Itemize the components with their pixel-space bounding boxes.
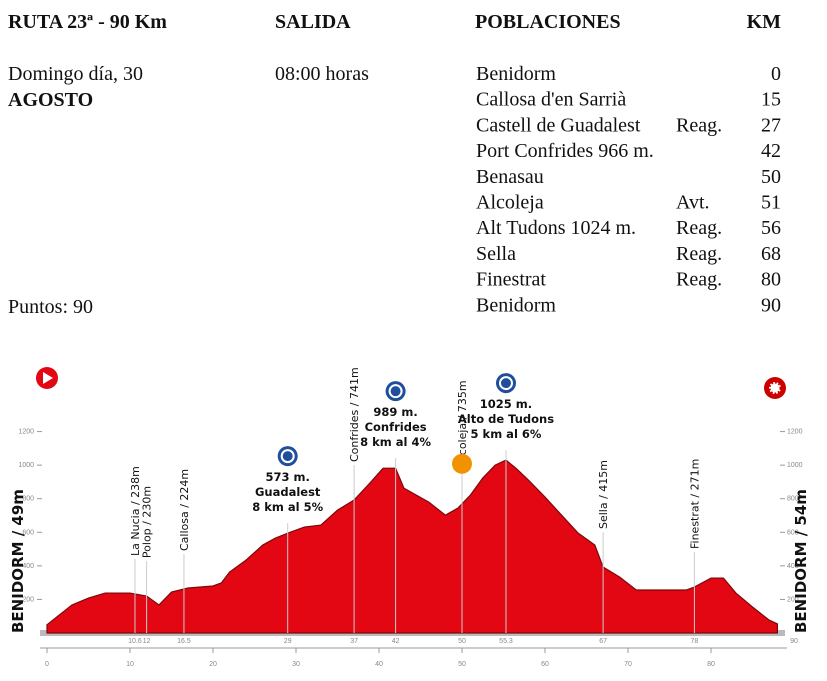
town-km: 68 (761, 243, 781, 265)
x-tick-label: 80 (707, 661, 715, 668)
route-title: RUTA 23ª - 90 Km (8, 11, 167, 33)
y-tick-label: 200 (787, 596, 799, 603)
points: Puntos: 90 (8, 296, 93, 318)
climb-label: 8 km al 4% (360, 435, 431, 449)
km-mark: 50 (458, 638, 466, 645)
x-tick-label: 0 (45, 661, 49, 668)
climb-label: Alto de Tudons (458, 412, 554, 426)
town-note: Reag. (676, 217, 722, 239)
town-name: Callosa d'en Sarrià (476, 89, 626, 111)
y-tick-label: 400 (787, 563, 799, 570)
climb-label: Guadalest (255, 485, 321, 499)
town-km: 51 (761, 192, 781, 214)
y-tick-label: 800 (22, 496, 34, 503)
y-tick-label: 400 (22, 563, 34, 570)
km-mark: 78 (691, 638, 699, 645)
waypoint-label: Finestrat / 271m (688, 459, 701, 549)
start-arrow (43, 372, 53, 384)
climb-icon (277, 446, 298, 467)
km-mark: 55.3 (499, 638, 513, 645)
town-km: 80 (761, 269, 781, 291)
date-day: Domingo día, 30 (8, 63, 143, 85)
town-name: Alt Tudons 1024 m. (476, 217, 636, 239)
town-note: Avt. (676, 192, 710, 214)
town-km: 27 (761, 114, 781, 136)
y-tick-label: 200 (22, 596, 34, 603)
elevation-area (46, 459, 778, 634)
x-tick-label: 40 (375, 661, 383, 668)
waypoint-label: Callosa / 224m (178, 469, 191, 551)
x-tick-label: 70 (624, 661, 632, 668)
climb-icon (495, 373, 516, 394)
waypoint-label: Sella / 415m (597, 460, 610, 529)
climb-label: 1025 m. (480, 397, 532, 411)
y-tick-label: 1200 (787, 429, 803, 436)
town-km: 50 (761, 166, 781, 188)
town-km: 0 (771, 63, 781, 85)
y-tick-label: 800 (787, 496, 799, 503)
climb-label: 573 m. (266, 470, 310, 484)
town-name: Finestrat (476, 269, 546, 291)
y-tick-label: 1000 (18, 462, 34, 469)
climb-icon-inner (388, 384, 403, 399)
town-km: 90 (761, 294, 781, 316)
finish-label: BENIDORM / 54m (792, 489, 810, 633)
town-name: Benidorm (476, 294, 556, 316)
km-mark: 10.6 (128, 638, 142, 645)
climb-icon (385, 381, 406, 402)
km-mark: 29 (284, 638, 292, 645)
climb-label: 989 m. (373, 405, 417, 419)
town-km: 15 (761, 89, 781, 111)
town-name: Port Confrides 966 m. (476, 140, 654, 162)
town-name: Benasau (476, 166, 544, 188)
climb-icon-inner (280, 449, 295, 464)
climb-label: Confrides (365, 420, 427, 434)
departure-time: 08:00 horas (275, 63, 369, 85)
climb-label: 8 km al 5% (252, 500, 323, 514)
towns-table: Benidorm 0 Callosa d'en Sarrià 15 Castell de… (476, 63, 781, 316)
town-km: 42 (761, 140, 781, 162)
start-label: BENIDORM / 49m (9, 489, 27, 633)
feed-icon (452, 453, 472, 474)
town-note: Reag. (676, 243, 722, 265)
km-heading: KM (747, 11, 782, 33)
x-tick-label: 10 (126, 661, 134, 668)
km-mark: 37 (350, 638, 358, 645)
x-tick-label: 50 (458, 661, 466, 668)
km-mark: 67 (599, 638, 607, 645)
departure-heading: SALIDA (275, 11, 351, 33)
climb-icon-inner (498, 376, 513, 391)
town-name: Benidorm (476, 63, 556, 85)
waypoint-label: Confrides / 741m (348, 367, 361, 462)
x-tick-label: 30 (292, 661, 300, 668)
km-mark: 42 (392, 638, 400, 645)
x-tick-label: 20 (209, 661, 217, 668)
y-tick-label: 1200 (18, 429, 34, 436)
town-note: Reag. (676, 114, 722, 136)
km-mark: 12 (143, 638, 151, 645)
town-km: 56 (761, 217, 781, 239)
y-tick-label: 600 (787, 529, 799, 536)
town-note: Reag. (676, 269, 722, 291)
waypoint-label: La Nucia / 238m (129, 466, 142, 556)
y-tick-label: 1000 (787, 462, 803, 469)
waypoint-label: Polop / 230m (141, 486, 154, 558)
town-name: Sella (476, 243, 516, 265)
finish-flag (767, 380, 783, 396)
date-month: AGOSTO (8, 89, 93, 111)
waypoint-label: Alcoleja / 735m (456, 380, 469, 465)
towns-heading: POBLACIONES (475, 11, 621, 33)
climb-label: 5 km al 6% (471, 427, 542, 441)
km-mark: 90 (790, 638, 798, 645)
y-tick-label: 600 (22, 529, 34, 536)
km-mark: 16.5 (177, 638, 191, 645)
town-name: Alcoleja (476, 192, 544, 214)
town-name: Castell de Guadalest (476, 114, 641, 136)
x-tick-label: 60 (541, 661, 549, 668)
